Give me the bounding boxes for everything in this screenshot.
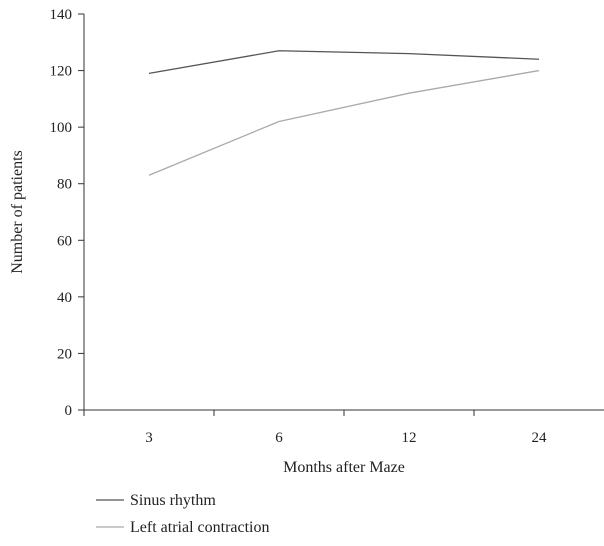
- x-tick-label: 12: [402, 430, 417, 446]
- y-axis-title: Number of patients: [9, 150, 26, 274]
- series-lines: [148, 50, 540, 176]
- y-ticks: 0 20 40 60 80 100 120 140: [50, 7, 84, 419]
- y-tick-label: 120: [50, 64, 73, 80]
- legend-label: Sinus rhythm: [130, 492, 216, 509]
- legend: Sinus rhythm Left atrial contraction: [96, 492, 269, 536]
- y-tick-label: 60: [57, 233, 72, 249]
- series-line-sinus-rhythm: [148, 50, 540, 75]
- x-tick-label: 24: [532, 430, 548, 446]
- x-tick-label: 3: [145, 430, 153, 446]
- y-tick-label: 80: [57, 177, 72, 193]
- x-tick-label: 6: [275, 430, 283, 446]
- legend-label: Left atrial contraction: [130, 519, 269, 536]
- y-tick-label: 0: [65, 403, 73, 419]
- x-axis-title: Months after Maze: [283, 459, 405, 476]
- y-tick-label: 20: [57, 346, 72, 362]
- y-tick-label: 40: [57, 290, 72, 306]
- x-ticks: 3 6 12 24: [83, 410, 548, 446]
- y-tick-label: 100: [50, 120, 73, 136]
- series-line-left-atrial-contraction: [148, 69, 540, 176]
- y-tick-label: 140: [50, 7, 73, 23]
